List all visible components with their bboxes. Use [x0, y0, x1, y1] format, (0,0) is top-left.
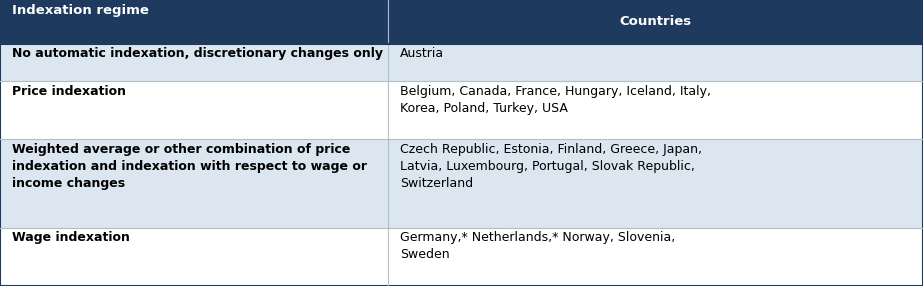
Text: Indexation regime: Indexation regime — [12, 4, 149, 17]
Bar — [388, 0, 923, 43]
Text: Austria: Austria — [400, 47, 444, 60]
Bar — [0, 139, 388, 228]
Text: Countries: Countries — [619, 15, 691, 28]
Text: Germany,* Netherlands,* Norway, Slovenia,
Sweden: Germany,* Netherlands,* Norway, Slovenia… — [400, 231, 675, 261]
Bar — [0, 43, 388, 81]
Bar — [0, 81, 388, 139]
Bar — [388, 43, 923, 81]
Text: Price indexation: Price indexation — [12, 85, 126, 98]
Text: Belgium, Canada, France, Hungary, Iceland, Italy,
Korea, Poland, Turkey, USA: Belgium, Canada, France, Hungary, Icelan… — [400, 85, 711, 114]
Bar — [0, 0, 388, 43]
Bar — [388, 139, 923, 228]
Text: Weighted average or other combination of price
indexation and indexation with re: Weighted average or other combination of… — [12, 143, 367, 190]
Text: No automatic indexation, discretionary changes only: No automatic indexation, discretionary c… — [12, 47, 383, 60]
Text: Wage indexation: Wage indexation — [12, 231, 130, 244]
Bar — [0, 228, 388, 286]
Text: Czech Republic, Estonia, Finland, Greece, Japan,
Latvia, Luxembourg, Portugal, S: Czech Republic, Estonia, Finland, Greece… — [400, 143, 701, 190]
Bar — [388, 228, 923, 286]
Bar — [388, 81, 923, 139]
